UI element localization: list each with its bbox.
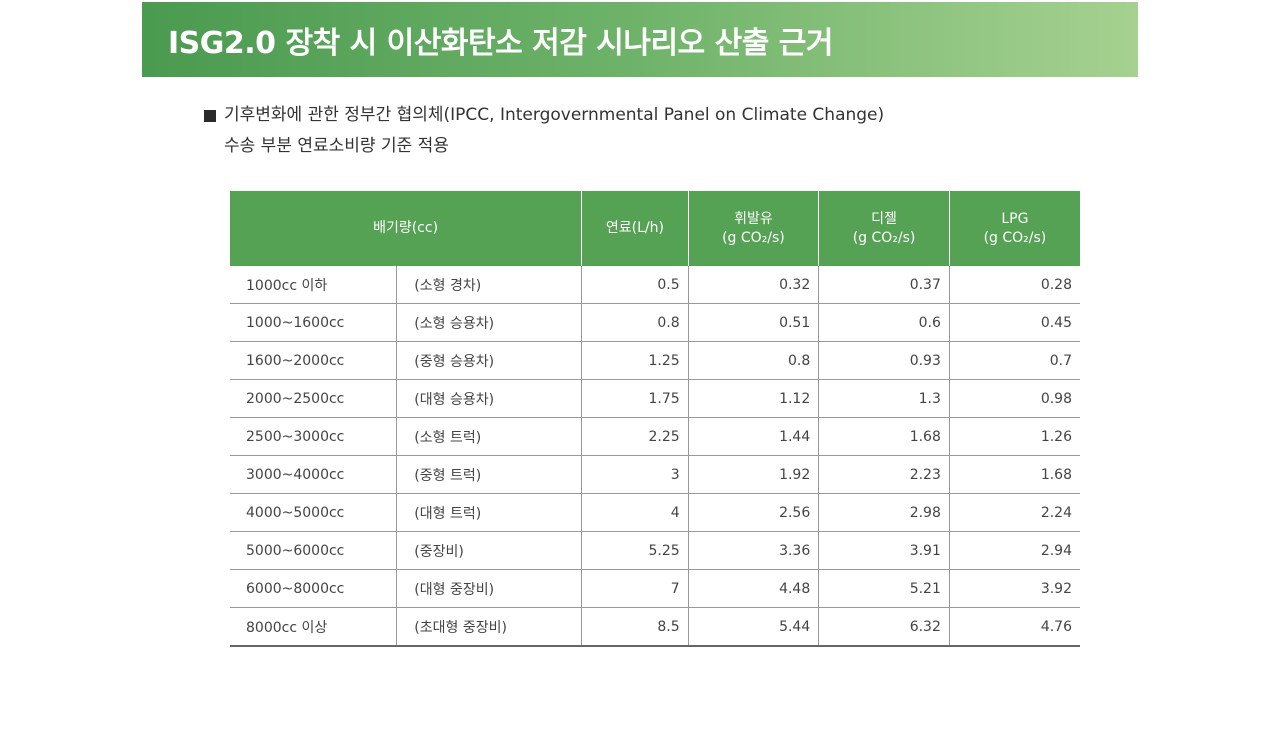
header-fuel: 연료(L/h)	[581, 191, 689, 266]
source-note: 기후변화에 관한 정부간 협의체(IPCC, Intergovernmental…	[204, 100, 884, 162]
cell-displacement: 8000cc 이상	[230, 607, 397, 647]
cell-gasoline: 2.56	[687, 493, 819, 532]
cell-diesel: 5.21	[818, 569, 950, 608]
cell-vehicle-type: (대형 중장비)	[396, 569, 582, 608]
cell-gasoline: 4.48	[687, 569, 819, 608]
cell-vehicle-type: (중장비)	[396, 531, 582, 570]
header-gasoline-unit: (g CO₂/s)	[722, 229, 785, 246]
table-row: 2000~2500cc (대형 승용차) 1.75 1.12 1.3 0.98	[230, 379, 1080, 418]
cell-lpg: 0.7	[948, 341, 1080, 380]
cell-fuel: 1.25	[581, 341, 689, 380]
cell-diesel: 0.37	[818, 266, 950, 304]
cell-fuel: 7	[581, 569, 689, 608]
cell-diesel: 2.23	[818, 455, 950, 494]
table-row: 5000~6000cc (중장비) 5.25 3.36 3.91 2.94	[230, 531, 1080, 570]
table-row: 2500~3000cc (소형 트럭) 2.25 1.44 1.68 1.26	[230, 417, 1080, 456]
cell-lpg: 0.98	[948, 379, 1080, 418]
cell-lpg: 0.45	[948, 303, 1080, 342]
header-diesel: 디젤 (g CO₂/s)	[818, 191, 950, 266]
cell-vehicle-type: (대형 승용차)	[396, 379, 582, 418]
square-bullet-icon	[204, 109, 216, 122]
emission-table: 배기량(cc) 연료(L/h) 휘발유 (g CO₂/s) 디젤 (g CO₂/…	[230, 191, 1080, 647]
cell-vehicle-type: (중형 트럭)	[396, 455, 582, 494]
cell-fuel: 0.8	[581, 303, 689, 342]
table-row: 3000~4000cc (중형 트럭) 3 1.92 2.23 1.68	[230, 455, 1080, 494]
cell-fuel: 4	[581, 493, 689, 532]
header-diesel-name: 디젤	[871, 210, 897, 227]
cell-fuel: 5.25	[581, 531, 689, 570]
cell-lpg: 0.28	[948, 266, 1080, 304]
table-body: 1000cc 이하 (소형 경차) 0.5 0.32 0.37 0.28 100…	[230, 266, 1080, 647]
cell-diesel: 2.98	[818, 493, 950, 532]
cell-diesel: 6.32	[818, 607, 950, 647]
cell-gasoline: 5.44	[687, 607, 819, 647]
table-row: 1600~2000cc (중형 승용차) 1.25 0.8 0.93 0.7	[230, 341, 1080, 380]
cell-vehicle-type: (초대형 중장비)	[396, 607, 582, 647]
header-lpg-name: LPG	[1001, 210, 1029, 227]
cell-displacement: 1000cc 이하	[230, 266, 397, 304]
header-displacement: 배기량(cc)	[230, 191, 582, 266]
cell-lpg: 4.76	[948, 607, 1080, 647]
cell-gasoline: 1.92	[687, 455, 819, 494]
header-gasoline-name: 휘발유	[734, 210, 773, 227]
cell-diesel: 1.68	[818, 417, 950, 456]
cell-displacement: 2000~2500cc	[230, 379, 397, 418]
cell-vehicle-type: (소형 경차)	[396, 266, 582, 304]
cell-diesel: 0.6	[818, 303, 950, 342]
title-banner: ISG2.0 장착 시 이산화탄소 저감 시나리오 산출 근거	[142, 2, 1138, 77]
cell-displacement: 3000~4000cc	[230, 455, 397, 494]
cell-diesel: 3.91	[818, 531, 950, 570]
cell-gasoline: 0.32	[687, 266, 819, 304]
table-row: 8000cc 이상 (초대형 중장비) 8.5 5.44 6.32 4.76	[230, 607, 1080, 647]
cell-lpg: 2.24	[948, 493, 1080, 532]
cell-gasoline: 0.51	[687, 303, 819, 342]
cell-displacement: 6000~8000cc	[230, 569, 397, 608]
table-row: 4000~5000cc (대형 트럭) 4 2.56 2.98 2.24	[230, 493, 1080, 532]
cell-gasoline: 1.44	[687, 417, 819, 456]
cell-vehicle-type: (중형 승용차)	[396, 341, 582, 380]
cell-diesel: 0.93	[818, 341, 950, 380]
table-header: 배기량(cc) 연료(L/h) 휘발유 (g CO₂/s) 디젤 (g CO₂/…	[230, 191, 1080, 266]
cell-displacement: 1000~1600cc	[230, 303, 397, 342]
table-row: 6000~8000cc (대형 중장비) 7 4.48 5.21 3.92	[230, 569, 1080, 608]
source-note-line-2: 수송 부분 연료소비량 기준 적용	[224, 136, 449, 156]
cell-displacement: 1600~2000cc	[230, 341, 397, 380]
cell-fuel: 1.75	[581, 379, 689, 418]
table-header-row: 배기량(cc) 연료(L/h) 휘발유 (g CO₂/s) 디젤 (g CO₂/…	[230, 191, 1080, 266]
header-lpg: LPG (g CO₂/s)	[948, 191, 1080, 266]
cell-displacement: 2500~3000cc	[230, 417, 397, 456]
cell-lpg: 3.92	[948, 569, 1080, 608]
cell-lpg: 1.26	[948, 417, 1080, 456]
cell-vehicle-type: (대형 트럭)	[396, 493, 582, 532]
cell-fuel: 3	[581, 455, 689, 494]
cell-fuel: 2.25	[581, 417, 689, 456]
cell-lpg: 1.68	[948, 455, 1080, 494]
header-lpg-unit: (g CO₂/s)	[983, 229, 1047, 246]
cell-gasoline: 0.8	[687, 341, 819, 380]
header-diesel-unit: (g CO₂/s)	[852, 229, 916, 246]
cell-fuel: 0.5	[581, 266, 689, 304]
cell-gasoline: 3.36	[687, 531, 819, 570]
cell-gasoline: 1.12	[687, 379, 819, 418]
cell-lpg: 2.94	[948, 531, 1080, 570]
cell-displacement: 5000~6000cc	[230, 531, 397, 570]
source-note-line-1: 기후변화에 관한 정부간 협의체(IPCC, Intergovernmental…	[204, 100, 884, 131]
source-note-text: 기후변화에 관한 정부간 협의체(IPCC, Intergovernmental…	[224, 105, 885, 125]
cell-vehicle-type: (소형 승용차)	[396, 303, 582, 342]
page-title: ISG2.0 장착 시 이산화탄소 저감 시나리오 산출 근거	[168, 25, 833, 61]
header-gasoline: 휘발유 (g CO₂/s)	[687, 191, 819, 266]
cell-vehicle-type: (소형 트럭)	[396, 417, 582, 456]
cell-diesel: 1.3	[818, 379, 950, 418]
cell-fuel: 8.5	[581, 607, 689, 647]
table-row: 1000~1600cc (소형 승용차) 0.8 0.51 0.6 0.45	[230, 303, 1080, 342]
table-row: 1000cc 이하 (소형 경차) 0.5 0.32 0.37 0.28	[230, 266, 1080, 304]
cell-displacement: 4000~5000cc	[230, 493, 397, 532]
